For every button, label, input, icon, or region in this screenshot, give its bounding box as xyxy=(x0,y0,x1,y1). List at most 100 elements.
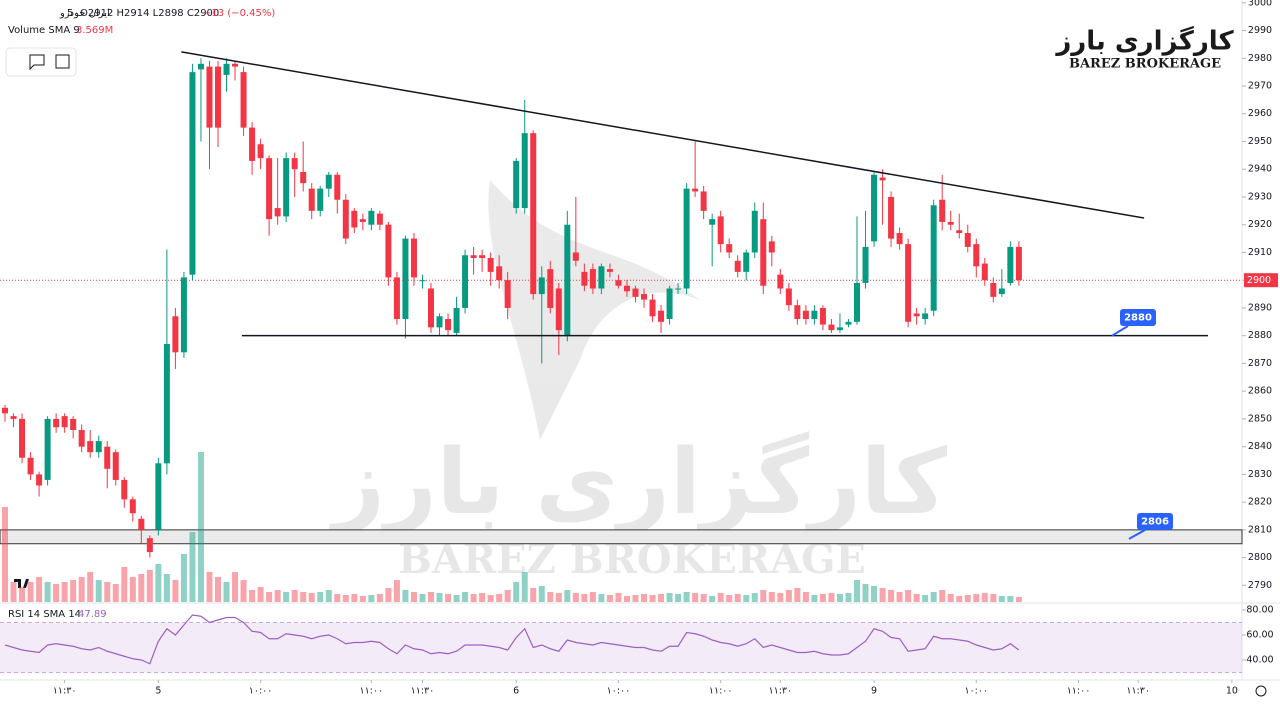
volume-bar xyxy=(445,594,452,602)
candle-body xyxy=(419,280,426,282)
candle-body xyxy=(751,210,758,253)
candle-body xyxy=(700,191,707,211)
volume-bar xyxy=(964,595,971,602)
volume-bar xyxy=(641,594,647,602)
volume-bar xyxy=(811,595,818,602)
trendline xyxy=(181,51,1145,219)
candle-body xyxy=(606,269,613,272)
y-tick-label: 2820 xyxy=(1248,497,1272,508)
candle-body xyxy=(121,479,128,500)
volume-bar xyxy=(709,596,716,602)
candle-body xyxy=(802,310,809,320)
watermark: کارگزاری بارز BAREZ BROKERAGE xyxy=(329,180,948,583)
volume-bar xyxy=(521,572,528,602)
candle-body xyxy=(291,158,298,170)
volume-bar xyxy=(726,595,733,602)
candle-body xyxy=(385,224,392,278)
support-pointer xyxy=(1111,325,1129,337)
candle-body xyxy=(675,288,682,290)
x-tick-label: ۱۱:۳۰ xyxy=(411,686,435,697)
candle-body xyxy=(623,285,630,292)
tool-icon[interactable] xyxy=(55,54,70,69)
last-price-label: 2900 xyxy=(1247,275,1271,286)
y-tick-label: 3000 xyxy=(1248,0,1272,8)
candle-body xyxy=(828,324,835,331)
volume-bar xyxy=(564,590,571,602)
volume-bar xyxy=(325,590,332,602)
candle-body xyxy=(470,255,477,258)
candle-body xyxy=(206,66,213,128)
candle-body xyxy=(240,72,247,128)
volume-bar xyxy=(896,592,903,602)
zone-pointer xyxy=(1128,529,1146,540)
volume-bar xyxy=(998,596,1005,602)
volume-bar xyxy=(283,592,290,602)
candle-body xyxy=(10,416,17,419)
candle-body xyxy=(172,316,179,353)
candle-body xyxy=(871,174,878,242)
candle-body xyxy=(726,244,733,253)
volume-bar xyxy=(760,590,767,602)
volume-bar xyxy=(27,582,34,602)
volume-value: 3.569M xyxy=(76,25,113,36)
volume-bar xyxy=(479,593,486,602)
volume-bar xyxy=(291,590,298,602)
candle-body xyxy=(530,133,537,295)
y-tick-label: 2790 xyxy=(1248,580,1272,591)
y-tick-label: 2960 xyxy=(1248,108,1272,119)
support-box xyxy=(1120,309,1156,326)
last-price-box xyxy=(1244,273,1278,288)
candle-body xyxy=(300,172,307,184)
candle-body xyxy=(581,271,588,286)
volume-bar xyxy=(342,595,349,602)
y-tick-label: 2990 xyxy=(1248,25,1272,36)
volume-bar xyxy=(163,574,170,602)
candle-body xyxy=(61,416,68,428)
candle-body xyxy=(163,344,170,464)
volume-bar xyxy=(368,595,375,602)
volume-bar xyxy=(87,572,94,602)
volume-bar xyxy=(334,594,341,602)
candle-body xyxy=(453,307,460,333)
candle-body xyxy=(146,538,153,553)
candle-body xyxy=(504,280,511,308)
rsi-tick-label: 60.00 xyxy=(1246,630,1273,641)
candle-body xyxy=(692,188,699,192)
volume-bar xyxy=(777,593,784,602)
candle-body xyxy=(521,133,528,209)
volume-bar xyxy=(598,594,605,602)
candle-body xyxy=(777,274,784,289)
volume-bar xyxy=(70,580,77,602)
candle-body xyxy=(896,233,903,245)
candle-body xyxy=(283,158,290,217)
support-label: 2880 xyxy=(1124,313,1152,324)
volume-bar xyxy=(530,588,537,602)
candle-body xyxy=(197,63,204,70)
volume-bar xyxy=(871,586,878,602)
candle-body xyxy=(734,260,741,272)
y-tick-label: 2830 xyxy=(1248,469,1272,480)
candle-body xyxy=(95,441,102,453)
candle-body xyxy=(649,299,656,317)
candle-body xyxy=(879,177,886,181)
candle-body xyxy=(564,224,571,336)
candle-body xyxy=(785,288,792,306)
volume-bar xyxy=(385,588,392,602)
candle-body xyxy=(19,418,26,458)
y-tick-label: 2970 xyxy=(1248,81,1272,92)
volume-bar xyxy=(572,593,579,602)
rsi-tick-label: 40.00 xyxy=(1246,655,1273,666)
candle-body xyxy=(768,241,775,253)
candle-body xyxy=(572,252,579,261)
tool-icon[interactable] xyxy=(29,54,45,71)
settings-icon[interactable] xyxy=(1255,685,1267,697)
rsi-band xyxy=(0,622,1242,673)
y-tick-label: 2840 xyxy=(1248,441,1272,452)
x-tick-label: 9 xyxy=(871,686,877,697)
toolbar[interactable] xyxy=(5,47,77,77)
volume-bar xyxy=(104,582,111,602)
candle-body xyxy=(334,174,341,200)
volume-bar xyxy=(606,595,613,602)
x-tick-label: ۱۱:۳۰ xyxy=(1126,686,1150,697)
rsi-value: 47.89 xyxy=(78,609,107,620)
